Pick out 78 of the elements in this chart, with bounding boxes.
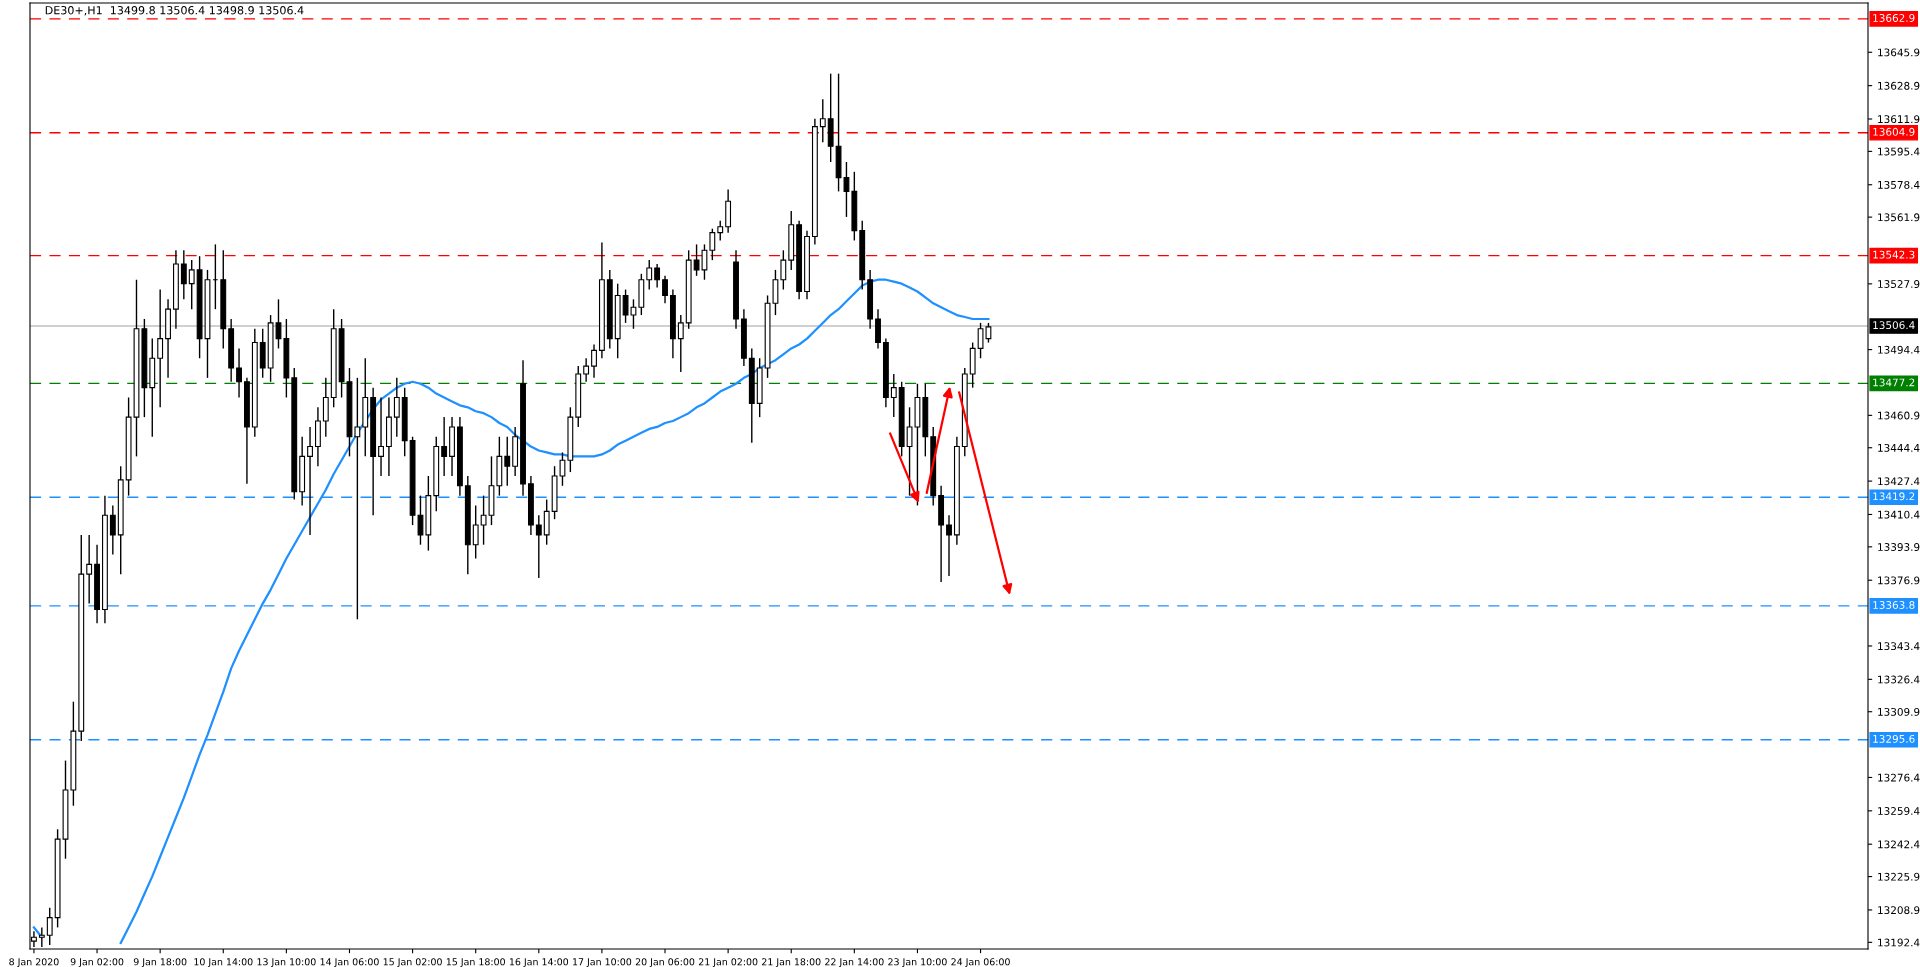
y-tick-label: 13494.4 bbox=[1878, 345, 1920, 354]
candlestick bbox=[393, 377, 400, 438]
x-tick-label: 10 Jan 14:00 bbox=[194, 958, 253, 967]
ref-line-label: 13506.4 bbox=[1873, 321, 1915, 330]
x-tick-label: 8 Jan 2020 bbox=[9, 958, 59, 967]
y-tick-label: 13343.4 bbox=[1878, 642, 1920, 651]
candlestick bbox=[378, 396, 384, 477]
candlestick bbox=[890, 373, 897, 418]
x-tick-label: 23 Jan 10:00 bbox=[888, 958, 947, 967]
y-tick-label: 13259.4 bbox=[1878, 807, 1920, 815]
y-tick-label: 13444.4 bbox=[1878, 443, 1920, 452]
x-tick-label: 9 Jan 02:00 bbox=[70, 958, 124, 967]
candlestick bbox=[677, 314, 684, 373]
candlestick bbox=[504, 436, 511, 487]
ref-line-label: 13419.2 bbox=[1873, 492, 1915, 501]
y-tick-label: 13242.4 bbox=[1878, 840, 1920, 849]
ref-line-label: 13295.6 bbox=[1873, 734, 1915, 743]
y-tick-label: 13628.9 bbox=[1878, 81, 1920, 90]
y-tick-label: 13225.9 bbox=[1878, 872, 1920, 881]
y-tick-label: 13393.9 bbox=[1878, 543, 1920, 551]
candlestick bbox=[946, 514, 952, 577]
candlestick bbox=[591, 343, 597, 379]
candlestick bbox=[188, 259, 195, 310]
candlestick bbox=[780, 249, 787, 291]
chart-title: DE30+,H1 13499.8 13506.4 13498.9 13506.4 bbox=[45, 6, 304, 16]
y-tick-label: 13376.9 bbox=[1878, 576, 1920, 585]
x-tick-label: 22 Jan 14:00 bbox=[825, 958, 884, 967]
ref-line-label: 13363.8 bbox=[1873, 601, 1915, 609]
x-tick-label: 24 Jan 06:00 bbox=[951, 958, 1010, 967]
candlestick bbox=[709, 228, 716, 261]
y-tick-label: 13645.9 bbox=[1878, 48, 1920, 57]
x-tick-label: 15 Jan 18:00 bbox=[446, 958, 505, 967]
candlestick bbox=[662, 275, 668, 304]
candlestick bbox=[646, 259, 653, 291]
x-tick-label: 15 Jan 02:00 bbox=[383, 958, 442, 967]
candlestick bbox=[583, 357, 590, 383]
y-tick-label: 13309.9 bbox=[1878, 707, 1920, 716]
x-tick-label: 13 Jan 10:00 bbox=[257, 958, 316, 967]
candlestick bbox=[86, 534, 93, 605]
y-tick-label: 13427.4 bbox=[1878, 477, 1920, 486]
candlestick bbox=[654, 263, 661, 289]
y-tick-label: 13276.4 bbox=[1878, 773, 1920, 782]
x-tick-label: 16 Jan 14:00 bbox=[509, 958, 569, 967]
candlestick bbox=[109, 504, 116, 556]
candlestick bbox=[322, 377, 329, 438]
x-tick-label: 21 Jan 02:00 bbox=[698, 958, 758, 967]
ref-line-label: 13542.3 bbox=[1873, 250, 1915, 259]
y-tick-label: 13595.4 bbox=[1878, 147, 1920, 156]
x-tick-label: 21 Jan 18:00 bbox=[762, 958, 821, 967]
candlestick bbox=[535, 514, 542, 579]
y-tick-label: 13326.4 bbox=[1878, 675, 1920, 684]
candlestick bbox=[717, 220, 724, 242]
candlestick bbox=[46, 907, 53, 946]
y-tick-label: 13578.4 bbox=[1878, 180, 1920, 189]
y-tick-label: 13192.4 bbox=[1878, 938, 1920, 947]
candlestick bbox=[875, 308, 881, 350]
candlestick bbox=[307, 426, 313, 536]
candlestick bbox=[180, 249, 187, 301]
candlestick bbox=[441, 416, 448, 477]
y-tick-label: 13527.9 bbox=[1878, 280, 1920, 288]
candlestick bbox=[157, 288, 164, 409]
candlestick bbox=[543, 498, 550, 546]
y-tick-label: 13208.9 bbox=[1878, 906, 1920, 915]
y-tick-label: 13410.4 bbox=[1878, 510, 1920, 519]
ref-line-label: 13662.9 bbox=[1873, 14, 1915, 22]
x-tick-label: 9 Jan 18:00 bbox=[133, 958, 187, 967]
y-tick-label: 13561.9 bbox=[1878, 213, 1920, 222]
candlestick bbox=[472, 504, 479, 560]
candlestick bbox=[819, 98, 826, 144]
candlestick bbox=[354, 377, 361, 620]
x-tick-label: 20 Jan 06:00 bbox=[635, 958, 695, 967]
x-tick-label: 17 Jan 10:00 bbox=[573, 958, 632, 967]
ref-line-label: 13604.9 bbox=[1873, 127, 1915, 136]
candlestick bbox=[236, 347, 242, 399]
y-tick-label: 13460.9 bbox=[1878, 411, 1920, 420]
ref-line-label: 13477.2 bbox=[1873, 378, 1915, 387]
x-tick-label: 14 Jan 06:00 bbox=[320, 958, 379, 967]
y-tick-label: 13611.9 bbox=[1878, 115, 1920, 124]
